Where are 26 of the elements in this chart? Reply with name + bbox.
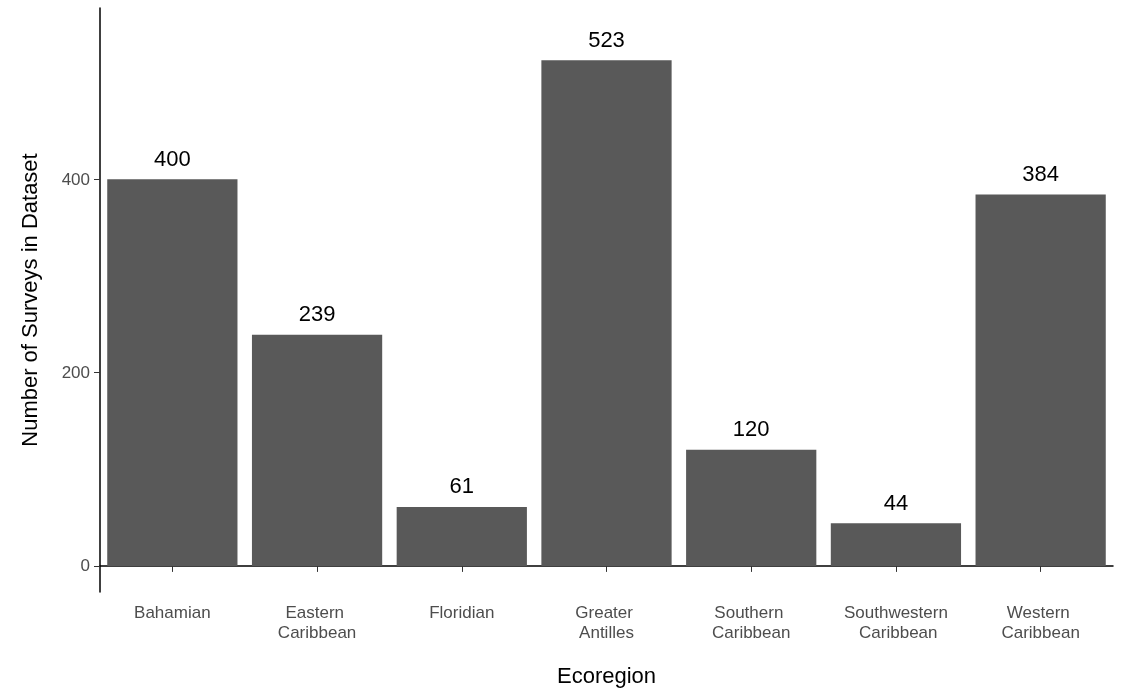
bar: [686, 449, 817, 566]
x-tick-label: Southwestern Caribbean: [843, 602, 948, 642]
y-tick-label: 400: [61, 169, 90, 189]
x-tick-label: Eastern Caribbean: [277, 602, 357, 642]
bar: [396, 506, 527, 566]
bar: [541, 60, 672, 566]
data-label: 384: [1022, 161, 1059, 187]
y-tick-label: 200: [61, 363, 90, 383]
y-axis-title: Number of Surveys in Dataset: [16, 153, 42, 447]
bar: [251, 334, 383, 566]
data-label: 44: [883, 489, 909, 515]
y-tick-label: 0: [80, 556, 90, 576]
data-label: 400: [154, 145, 191, 171]
data-label: 120: [732, 416, 770, 442]
x-tick-label: Bahamian: [134, 602, 211, 622]
data-label: 523: [588, 26, 625, 52]
data-label: 61: [449, 473, 475, 499]
bar: [975, 194, 1106, 566]
bar: [830, 523, 962, 566]
bar: [107, 179, 238, 566]
data-label: 239: [298, 301, 336, 327]
x-tick-label: Western Caribbean: [1001, 602, 1080, 642]
x-axis-title: Ecoregion: [556, 662, 657, 688]
x-tick-label: Southern Caribbean: [711, 602, 791, 642]
x-tick-label: Floridian: [429, 602, 495, 622]
x-tick-label: Greater Antilles: [575, 602, 638, 642]
